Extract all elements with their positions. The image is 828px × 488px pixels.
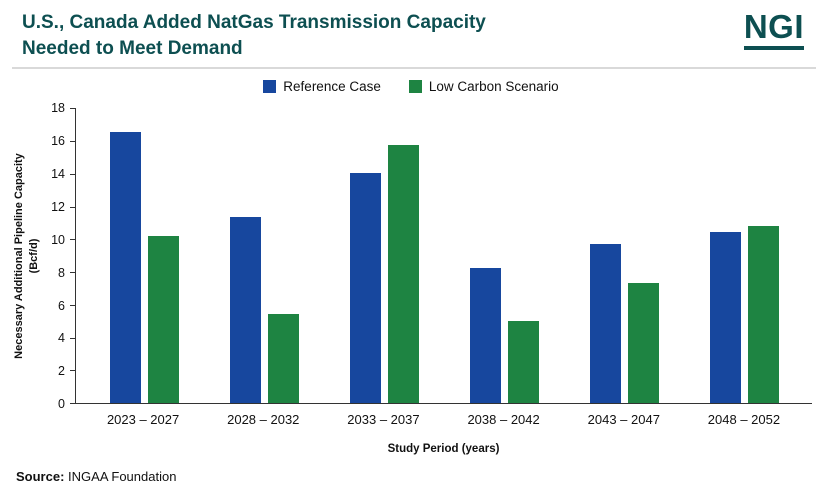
y-tick-mark (70, 173, 75, 175)
legend-item-reference-case: Reference Case (263, 79, 381, 94)
x-axis-title: Study Period (years) (387, 443, 500, 456)
bar-group (204, 217, 324, 404)
y-tick-mark (70, 304, 75, 306)
y-tick-mark (70, 108, 75, 110)
bar-reference-case (349, 173, 381, 404)
legend-swatch-reference-case (263, 80, 277, 94)
source-note: Source: INGAA Foundation (0, 455, 828, 484)
bar-reference-case (109, 131, 141, 404)
y-axis-label-line1: Necessary Additional Pipeline Capacity (13, 153, 26, 360)
x-category-label: 2033 – 2037 (347, 412, 420, 428)
x-category-label: 2038 – 2042 (467, 412, 540, 428)
page-title-line1: U.S., Canada Added NatGas Transmission C… (22, 12, 486, 33)
y-tick-mark (70, 403, 75, 405)
bar-low-carbon-scenario (147, 235, 179, 404)
legend-label-low-carbon: Low Carbon Scenario (428, 79, 559, 95)
bar-low-carbon-scenario (747, 225, 779, 404)
legend-item-low-carbon: Low Carbon Scenario (408, 79, 559, 95)
bar-group (444, 268, 564, 404)
legend-label-reference-case: Reference Case (283, 79, 381, 95)
x-axis-row: 2023 – 2027 2028 – 2032 2033 – 2037 2038 – … (10, 404, 812, 427)
x-category-label: 2048 – 2052 (707, 412, 781, 428)
x-category-label: 2028 – 2032 (227, 412, 300, 428)
y-tick-mark (70, 272, 75, 274)
ngi-logo: NGI (743, 10, 804, 50)
x-category-label: 2043 – 2047 (587, 412, 660, 428)
y-axis-label-line2: (Bcf/d) (28, 238, 40, 274)
y-tick-mark (70, 141, 75, 143)
bar-low-carbon-scenario (387, 145, 419, 404)
legend-swatch-low-carbon (408, 80, 422, 94)
x-axis-category-labels: 2023 – 2027 2028 – 2032 2033 – 2037 2038 – … (75, 412, 812, 427)
source-label: Source: (16, 469, 65, 485)
y-tick-mark (70, 370, 75, 372)
chart-legend: Reference Case Low Carbon Scenario (10, 79, 812, 94)
y-axis-label-wrap: Necessary Additional Pipeline Capacity (… (10, 108, 44, 404)
plot-area (75, 108, 812, 405)
x-category-label: 2023 – 2027 (106, 412, 180, 428)
page-title: U.S., Canada Added NatGas Transmission C… (22, 10, 486, 61)
bar-reference-case (589, 243, 621, 404)
header-divider (12, 67, 816, 70)
header: U.S., Canada Added NatGas Transmission C… (0, 0, 828, 67)
bar-group (564, 243, 684, 404)
y-tick-mark (70, 206, 75, 208)
bar-low-carbon-scenario (507, 321, 539, 404)
chart: Reference Case Low Carbon Scenario Neces… (0, 69, 828, 455)
page-title-line2: Needed to Meet Demand (22, 37, 243, 59)
y-tick-mark (70, 239, 75, 241)
y-axis-tick-marks (70, 108, 75, 405)
bar-low-carbon-scenario (627, 283, 659, 404)
bar-reference-case (469, 268, 501, 404)
source-text: INGAA Foundation (68, 469, 177, 485)
y-axis-label: Necessary Additional Pipeline Capacity (… (12, 96, 42, 416)
bar-reference-case (709, 232, 741, 404)
bar-group (84, 131, 204, 404)
bar-low-carbon-scenario (267, 314, 299, 404)
y-axis-tick-labels: 18 16 14 12 10 8 6 4 2 0 (51, 101, 65, 412)
chart-body: Necessary Additional Pipeline Capacity (… (10, 94, 812, 412)
bar-reference-case (229, 217, 261, 404)
y-tick-mark (70, 337, 75, 339)
bar-group (684, 225, 804, 404)
bar-group (324, 145, 444, 404)
